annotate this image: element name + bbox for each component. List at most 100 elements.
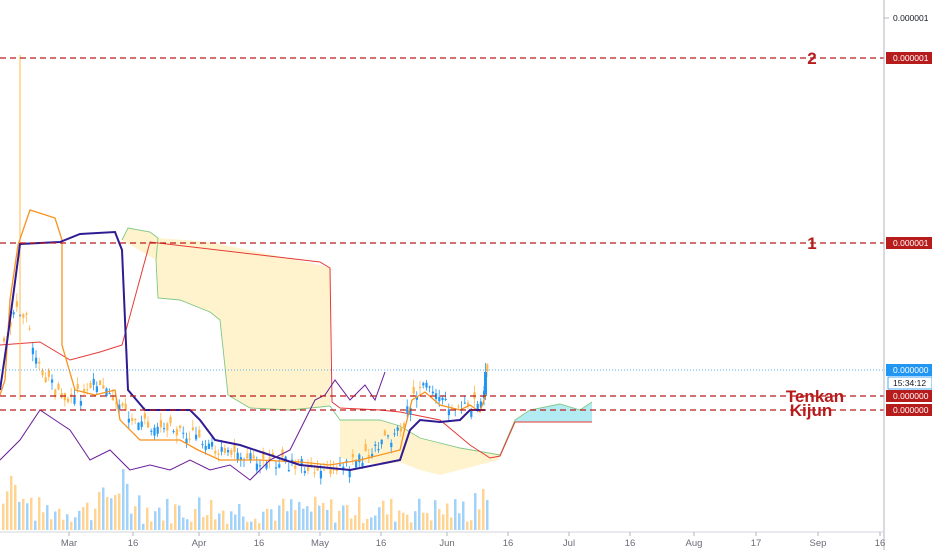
volume-bar (46, 505, 49, 530)
candle-body (403, 423, 406, 428)
candle-body (316, 466, 319, 471)
price-top-label: 0.000001 (893, 13, 929, 23)
candle-body (3, 337, 6, 342)
time-tick-label: Jun (439, 538, 454, 549)
volume-bar (478, 509, 481, 530)
candle-body (223, 448, 226, 453)
volume-bar (282, 498, 285, 530)
volume-bar (170, 523, 173, 530)
candle-body (131, 418, 134, 421)
volume-bar (250, 521, 253, 530)
candle-body (249, 453, 252, 460)
candle-body (265, 463, 268, 469)
volume-bar (90, 520, 93, 530)
volume-bar (34, 520, 37, 530)
candle-body (307, 465, 310, 471)
countdown-text: 15:34:12 (893, 378, 926, 388)
volume-bar (486, 500, 489, 530)
volume-bar (150, 521, 153, 530)
candle-body (179, 425, 182, 428)
price-badge-tenkan (886, 390, 932, 402)
volume-bar (302, 508, 305, 530)
candle-body (86, 389, 89, 391)
candle-body (175, 429, 178, 436)
price-badge-level-2 (886, 52, 932, 64)
candle-body (323, 469, 326, 471)
candle-body (150, 430, 153, 432)
candle-body (201, 444, 204, 446)
volume-bar (82, 507, 85, 530)
candle-body (44, 377, 47, 383)
volume-bar (474, 493, 477, 530)
volume-bar (62, 519, 65, 530)
volume-bar (138, 495, 141, 530)
time-axis: Mar 16 Apr 16 May 16 Jun 16 Jul 16 Aug 17 Sep 16 (0, 531, 885, 549)
candle-body (431, 391, 434, 394)
candle-body (67, 398, 70, 402)
volume-bar (94, 508, 97, 530)
volume-bar (166, 498, 169, 530)
candle-body (230, 450, 233, 455)
volume-bar (146, 507, 149, 530)
candle-body (361, 462, 364, 467)
candle-body (367, 454, 370, 459)
volume-bar (26, 503, 29, 530)
candle-body (415, 396, 418, 400)
candle-body (9, 321, 12, 328)
volume-bar (254, 518, 257, 530)
volume-bar (414, 511, 417, 530)
volume-bar (30, 497, 33, 530)
volume-bar (66, 514, 69, 530)
volume-bar (130, 513, 133, 530)
time-tick-label: Jul (563, 538, 575, 549)
candle-body (399, 427, 402, 432)
candle-body (143, 413, 146, 419)
candle-body (255, 463, 258, 471)
candle-body (153, 427, 156, 436)
volume-bar (98, 492, 101, 530)
volume-bar (238, 503, 241, 530)
volume-bar (114, 495, 117, 530)
volume-bar (278, 505, 281, 530)
volume-bar (58, 508, 61, 530)
candle-body (233, 444, 236, 452)
volume-bar (210, 499, 213, 530)
volume-bar (398, 510, 401, 530)
volume-bar (410, 522, 413, 530)
time-tick-label: 16 (376, 538, 387, 549)
candle-body (15, 301, 18, 307)
volume-bar (274, 520, 277, 530)
hline-label-tenkan: Tenkan (786, 387, 844, 406)
candle-body (188, 438, 191, 440)
volume-bar (402, 512, 405, 530)
candle-body (457, 406, 460, 408)
candle-body (419, 386, 422, 388)
volume-bar (126, 483, 129, 530)
candle-body (476, 403, 479, 411)
volume-bar (22, 498, 25, 530)
volume-bar (438, 508, 441, 530)
candle-body (390, 442, 393, 448)
candle-body (339, 464, 342, 466)
volume-bar (458, 513, 461, 530)
volume-bar (198, 497, 201, 530)
volume-bar (450, 517, 453, 530)
candle-body (156, 426, 159, 434)
candle-body (51, 379, 54, 383)
last-price-badge (886, 364, 932, 376)
volume-bar (222, 510, 225, 530)
volume-bar (362, 523, 365, 530)
candle-body (396, 427, 399, 431)
volume-bar (338, 510, 341, 530)
candle-body (271, 453, 274, 455)
horizontal-levels: 2 0.000001 1 0.000001 Tenkan 0.000000 Kijun 0.0… (0, 49, 932, 420)
volume-bar (422, 512, 425, 530)
volume-bar (106, 496, 109, 530)
hline-label-level-2: 2 (807, 49, 816, 68)
candle-body (169, 416, 172, 424)
candle-body (441, 397, 444, 401)
candle-body (438, 396, 441, 402)
